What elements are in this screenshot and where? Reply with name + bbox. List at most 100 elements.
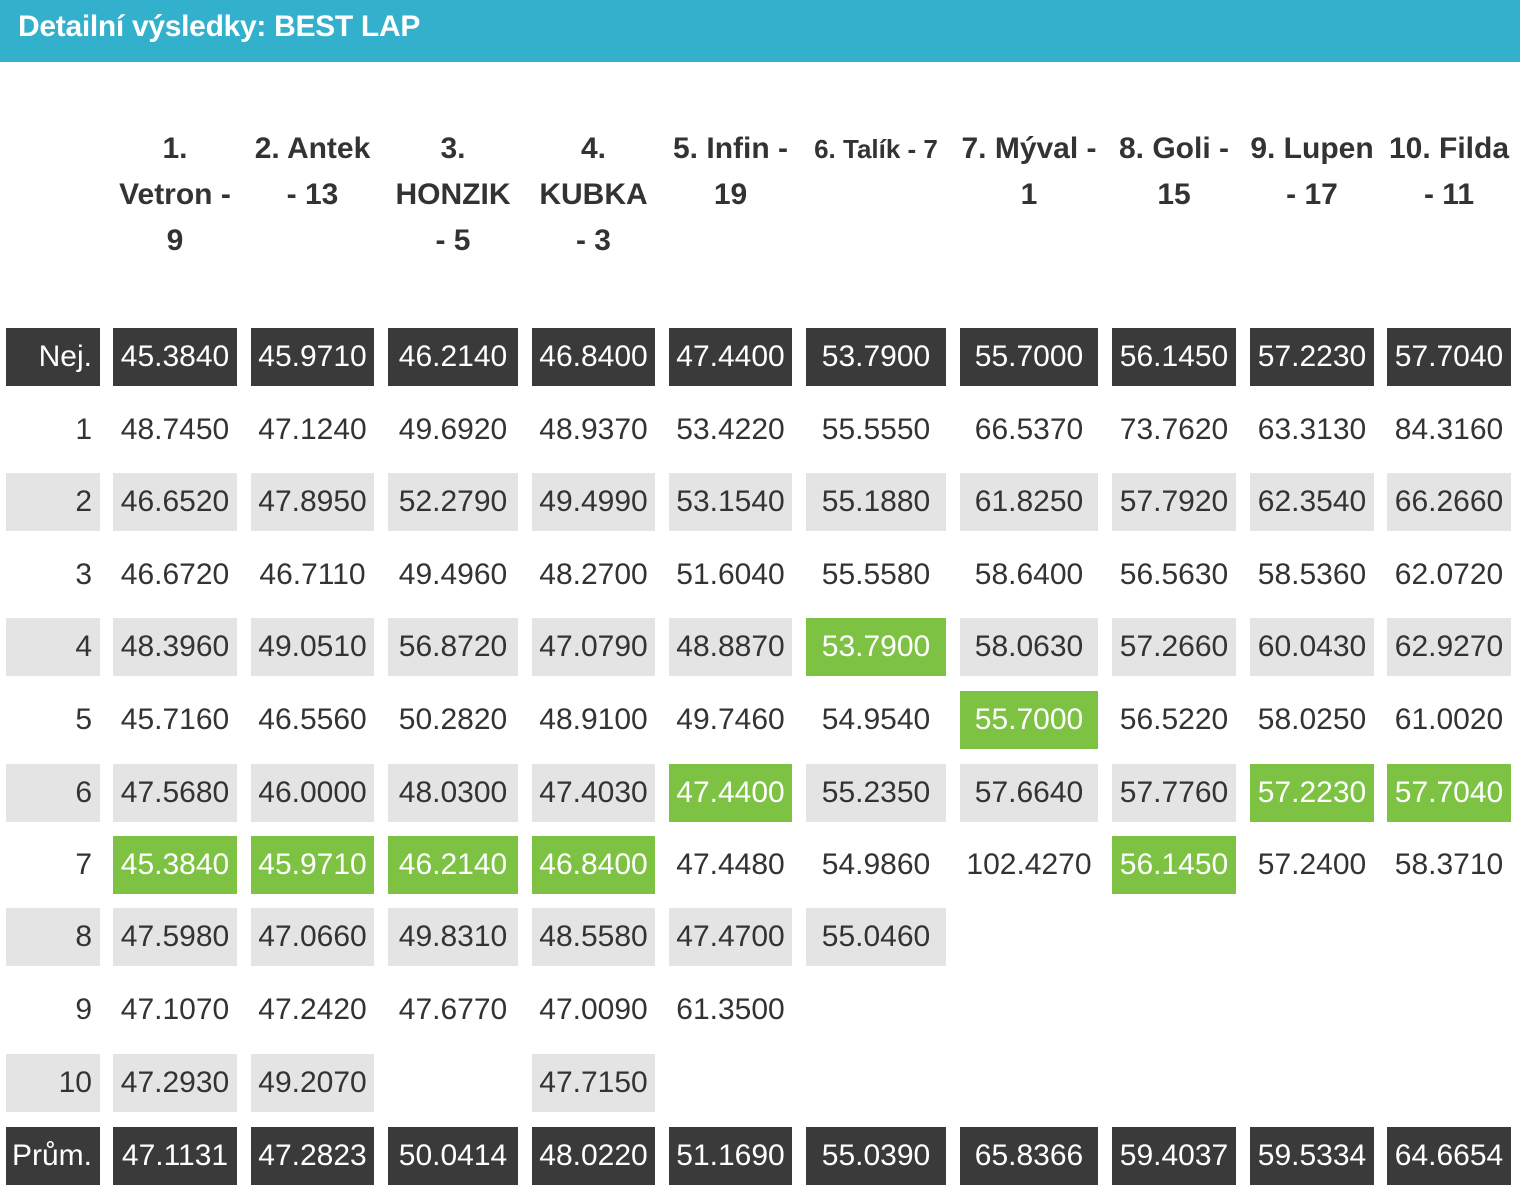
lap-time-cell: 47.5680 <box>113 764 237 822</box>
best-time-cell: 45.3840 <box>113 328 237 386</box>
lap-time-cell: 84.3160 <box>1394 413 1504 446</box>
lap-time-cell: 48.8870 <box>669 618 792 676</box>
average-time-cell: 48.0220 <box>532 1127 655 1185</box>
lap-time-cell: 47.2420 <box>258 993 367 1026</box>
lap-time-cell: 52.2790 <box>388 473 518 531</box>
best-time-cell: 45.9710 <box>251 328 374 386</box>
lap-time-cell: 47.1070 <box>120 993 230 1026</box>
lap-time-cell: 48.5580 <box>532 908 655 966</box>
page-header: Detailní výsledky: BEST LAP <box>0 0 1520 62</box>
lap-time-cell: 56.5630 <box>1119 558 1229 591</box>
lap-time-cell: 47.5980 <box>113 908 237 966</box>
average-time-cell: 65.8366 <box>960 1127 1098 1185</box>
lap-time-cell: 58.5360 <box>1257 558 1367 591</box>
lap-time-cell: 58.6400 <box>974 558 1084 591</box>
lap-number: 7 <box>75 848 92 881</box>
lap-time-cell: 47.8950 <box>251 473 374 531</box>
lap-time-cell: 51.6040 <box>676 558 785 591</box>
lap-number: 4 <box>6 618 100 676</box>
best-lap-cell: 45.9710 <box>251 836 374 894</box>
lap-time-cell: 47.4030 <box>532 764 655 822</box>
lap-time-cell: 49.0510 <box>251 618 374 676</box>
lap-time-cell: 56.5220 <box>1119 703 1229 736</box>
lap-time-cell: 57.2400 <box>1257 848 1367 881</box>
lap-time-cell: 48.2700 <box>539 558 648 591</box>
lap-time-cell: 47.1240 <box>258 413 367 446</box>
best-time-cell: 46.8400 <box>532 328 655 386</box>
lap-number: 9 <box>75 993 92 1026</box>
driver-header: 10. Filda - 11 <box>1388 132 1510 211</box>
lap-time-cell: 62.3540 <box>1250 473 1374 531</box>
lap-time-cell: 55.5580 <box>821 558 931 591</box>
lap-number: 2 <box>6 473 100 531</box>
average-time-cell: 64.6654 <box>1387 1127 1511 1185</box>
lap-time-cell: 47.2930 <box>113 1054 237 1112</box>
lap-time-cell: 50.2820 <box>398 703 508 736</box>
lap-time-cell: 47.7150 <box>532 1054 655 1112</box>
average-time-cell: 55.0390 <box>806 1127 946 1185</box>
lap-number: 6 <box>6 764 100 822</box>
lap-time-cell: 55.5550 <box>821 413 931 446</box>
best-lap-cell: 55.7000 <box>960 691 1098 749</box>
lap-time-cell: 46.5560 <box>258 703 367 736</box>
average-time-cell: 59.5334 <box>1250 1127 1374 1185</box>
lap-time-cell: 66.5370 <box>974 413 1084 446</box>
lap-time-cell: 53.4220 <box>676 413 785 446</box>
lap-time-cell: 73.7620 <box>1119 413 1229 446</box>
lap-number: 10 <box>6 1054 100 1112</box>
lap-time-cell: 60.0430 <box>1250 618 1374 676</box>
driver-header: 2. Antek - 13 <box>254 132 371 211</box>
driver-header: 3. HONZIK - 5 <box>395 132 511 257</box>
driver-header: 9. Lupen - 17 <box>1250 132 1374 211</box>
average-time-cell: 47.1131 <box>113 1127 237 1185</box>
average-time-cell: 51.1690 <box>669 1127 792 1185</box>
lap-time-cell: 61.0020 <box>1394 703 1504 736</box>
best-time-cell: 46.2140 <box>388 328 518 386</box>
best-lap-cell: 47.4400 <box>669 764 792 822</box>
lap-time-cell: 54.9540 <box>821 703 931 736</box>
lap-time-cell: 57.7920 <box>1112 473 1236 531</box>
driver-header: 7. Mýval - 1 <box>961 132 1097 211</box>
lap-time-cell: 63.3130 <box>1257 413 1367 446</box>
lap-time-cell: 48.9100 <box>539 703 648 736</box>
best-lap-cell: 45.3840 <box>113 836 237 894</box>
best-lap-cell: 46.8400 <box>532 836 655 894</box>
lap-time-cell: 49.8310 <box>388 908 518 966</box>
best-time-cell: 47.4400 <box>669 328 792 386</box>
best-time-cell: 55.7000 <box>960 328 1098 386</box>
lap-time-cell: 49.4990 <box>532 473 655 531</box>
lap-time-cell: 57.7760 <box>1112 764 1236 822</box>
best-row-label: Nej. <box>6 328 100 386</box>
lap-time-cell: 49.4960 <box>398 558 508 591</box>
lap-time-cell: 55.2350 <box>806 764 946 822</box>
page-title: Detailní výsledky: BEST LAP <box>18 10 421 43</box>
lap-time-cell: 56.8720 <box>388 618 518 676</box>
lap-number: 5 <box>75 703 92 736</box>
best-lap-cell: 56.1450 <box>1112 836 1236 894</box>
lap-time-cell: 48.0300 <box>388 764 518 822</box>
lap-time-cell: 47.0790 <box>532 618 655 676</box>
lap-time-cell: 47.4700 <box>669 908 792 966</box>
lap-time-cell: 58.0250 <box>1257 703 1367 736</box>
lap-time-cell: 46.6520 <box>113 473 237 531</box>
lap-time-cell: 61.8250 <box>960 473 1098 531</box>
average-row-label: Prům. <box>6 1127 100 1185</box>
lap-time-cell: 49.2070 <box>251 1054 374 1112</box>
best-lap-cell: 46.2140 <box>388 836 518 894</box>
driver-header: 6. Talík - 7 <box>814 134 938 164</box>
best-time-cell: 53.7900 <box>806 328 946 386</box>
best-lap-cell: 57.7040 <box>1387 764 1511 822</box>
lap-number: 8 <box>6 908 100 966</box>
best-time-cell: 56.1450 <box>1112 328 1236 386</box>
lap-time-cell: 47.6770 <box>398 993 508 1026</box>
best-lap-cell: 53.7900 <box>806 618 946 676</box>
lap-number: 1 <box>75 413 92 446</box>
lap-time-cell: 55.1880 <box>806 473 946 531</box>
lap-time-cell: 46.6720 <box>120 558 230 591</box>
lap-time-cell: 46.0000 <box>251 764 374 822</box>
driver-header: 4. KUBKA - 3 <box>539 132 648 257</box>
lap-time-cell: 48.9370 <box>539 413 648 446</box>
lap-time-cell: 49.6920 <box>398 413 508 446</box>
lap-time-cell: 54.9860 <box>821 848 931 881</box>
best-time-cell: 57.7040 <box>1387 328 1511 386</box>
